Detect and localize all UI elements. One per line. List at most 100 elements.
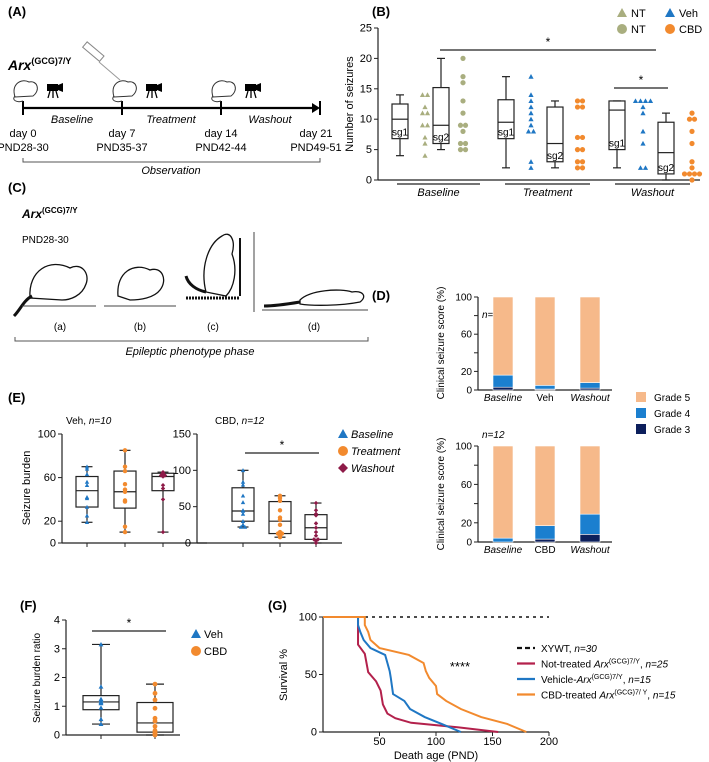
data-point bbox=[689, 110, 695, 116]
panel-label-b: (B) bbox=[372, 4, 390, 19]
e1-title-n: n=10 bbox=[89, 416, 112, 427]
legend-marker bbox=[338, 463, 348, 473]
data-point bbox=[240, 522, 246, 527]
data-point bbox=[422, 153, 428, 158]
data-point bbox=[637, 165, 644, 170]
phase-baseline: Baseline bbox=[51, 114, 93, 126]
panel-label-a: (A) bbox=[8, 4, 26, 19]
stage-d-label: (d) bbox=[308, 322, 320, 333]
data-point bbox=[422, 104, 428, 110]
data-point bbox=[160, 486, 166, 491]
subgroup-label: sg1 bbox=[392, 128, 409, 139]
legend-swatch bbox=[636, 424, 646, 434]
mouse-tail bbox=[211, 95, 222, 103]
d2-title: n=12 bbox=[482, 430, 505, 441]
data-point bbox=[313, 521, 319, 526]
legend-gene-superscript: (GCG)7/ Y bbox=[614, 690, 647, 697]
legend-label: Veh bbox=[679, 8, 698, 20]
chart-d: 0 20 60 100 Baseline Veh Washout 0 20 60 100 Baseli… bbox=[455, 293, 690, 557]
data-point bbox=[462, 140, 469, 147]
data-point bbox=[681, 171, 688, 177]
data-point bbox=[460, 55, 466, 62]
data-point bbox=[460, 98, 466, 104]
data-point bbox=[311, 537, 317, 542]
data-point bbox=[277, 522, 283, 528]
x-tick-label: 200 bbox=[540, 736, 558, 748]
data-point bbox=[574, 134, 581, 141]
data-point bbox=[642, 165, 649, 170]
c-age-label: PND28-30 bbox=[22, 235, 69, 246]
data-point bbox=[574, 147, 581, 153]
legend-label: CBD bbox=[204, 646, 227, 658]
chart-f: 0 1 2 3 4 * Veh CBD bbox=[54, 615, 227, 742]
data-point bbox=[238, 524, 244, 529]
legend-marker bbox=[617, 8, 627, 17]
stage-b-label: (b) bbox=[134, 322, 146, 333]
x-tick-label: Washout bbox=[570, 545, 611, 556]
subgroup-label: sg2 bbox=[658, 163, 675, 174]
data-point bbox=[640, 140, 646, 146]
data-point bbox=[574, 98, 581, 104]
data-point bbox=[691, 171, 698, 177]
chart-g: 0 50 100 50 100 150 200 XYWT, n=30 Not-treated A… bbox=[299, 612, 676, 749]
y-tick-label: 100 bbox=[455, 442, 472, 453]
y-tick-label: 20 bbox=[461, 518, 473, 529]
y-tick-label: 0 bbox=[185, 538, 191, 550]
chart-b: 0 5 10 15 20 25 sg1 sg2 sg1 sg2 sg1 sg2 * * Baseline Tr… bbox=[360, 8, 702, 199]
legend-marker bbox=[191, 646, 201, 656]
panel-c-phenotype: Arx(GCG)7/Y PND28-30 (a) (b) (c) (d) Epi… bbox=[12, 206, 369, 358]
data-point bbox=[457, 140, 464, 147]
genotype-label: Arx(GCG)7/Y bbox=[7, 56, 71, 73]
y-tick-label: 0 bbox=[366, 175, 372, 187]
bar-segment-grade-3 bbox=[534, 538, 556, 543]
data-point bbox=[84, 513, 90, 518]
y-tick-label: 0 bbox=[466, 386, 472, 397]
data-point bbox=[240, 482, 246, 487]
mouse-tail bbox=[13, 95, 24, 103]
data-point bbox=[574, 159, 581, 165]
video-camera-lens bbox=[256, 83, 261, 92]
subgroup-label: sg2 bbox=[547, 151, 564, 162]
y-tick-label: 100 bbox=[38, 429, 56, 441]
data-point bbox=[691, 116, 698, 122]
bar-segment-grade-4 bbox=[579, 382, 601, 389]
survival-curve bbox=[323, 616, 527, 733]
video-camera-tripod bbox=[146, 90, 158, 99]
y-tick-label: 100 bbox=[455, 293, 472, 304]
data-point bbox=[689, 128, 695, 134]
y-tick-label: 25 bbox=[360, 23, 372, 35]
legend-separator: , bbox=[647, 691, 653, 702]
mouse-stage-a-icon bbox=[29, 263, 88, 301]
y-tick-label: 0 bbox=[54, 730, 60, 742]
data-point bbox=[457, 122, 464, 128]
legend-gene: Arx bbox=[598, 691, 615, 702]
e2-title: CBD, n=12 bbox=[215, 416, 265, 427]
legend-gene-superscript: (GCG)7/Y bbox=[592, 674, 623, 681]
timepoint-pnd: PND49-51 bbox=[290, 142, 341, 154]
e-y-axis-label: Seizure burden bbox=[21, 451, 33, 526]
data-point bbox=[98, 684, 104, 689]
legend-name: Vehicle- bbox=[541, 675, 577, 686]
data-point bbox=[84, 464, 90, 469]
legend-n: n=25 bbox=[646, 660, 669, 671]
data-point bbox=[579, 159, 586, 165]
data-point bbox=[313, 533, 319, 538]
data-point bbox=[242, 524, 248, 529]
data-point bbox=[240, 500, 246, 505]
g-x-axis-label: Death age (PND) bbox=[394, 750, 478, 762]
data-point bbox=[313, 513, 319, 518]
mouse-stage-c-icon bbox=[203, 233, 236, 297]
video-camera-icon bbox=[146, 84, 157, 91]
data-point bbox=[152, 690, 158, 696]
legend-label: Grade 3 bbox=[654, 425, 691, 436]
data-point bbox=[98, 642, 104, 647]
data-point bbox=[579, 147, 586, 153]
legend-gene-superscript: (GCG)7/Y bbox=[609, 659, 640, 666]
data-point bbox=[689, 177, 695, 183]
data-point bbox=[313, 500, 319, 506]
bar-segment-grade-5 bbox=[492, 445, 514, 539]
bar-segment-grade-4 bbox=[579, 513, 601, 535]
video-camera-tripod bbox=[245, 90, 257, 99]
survival-curve bbox=[323, 616, 499, 733]
phase-bracket bbox=[14, 337, 369, 342]
